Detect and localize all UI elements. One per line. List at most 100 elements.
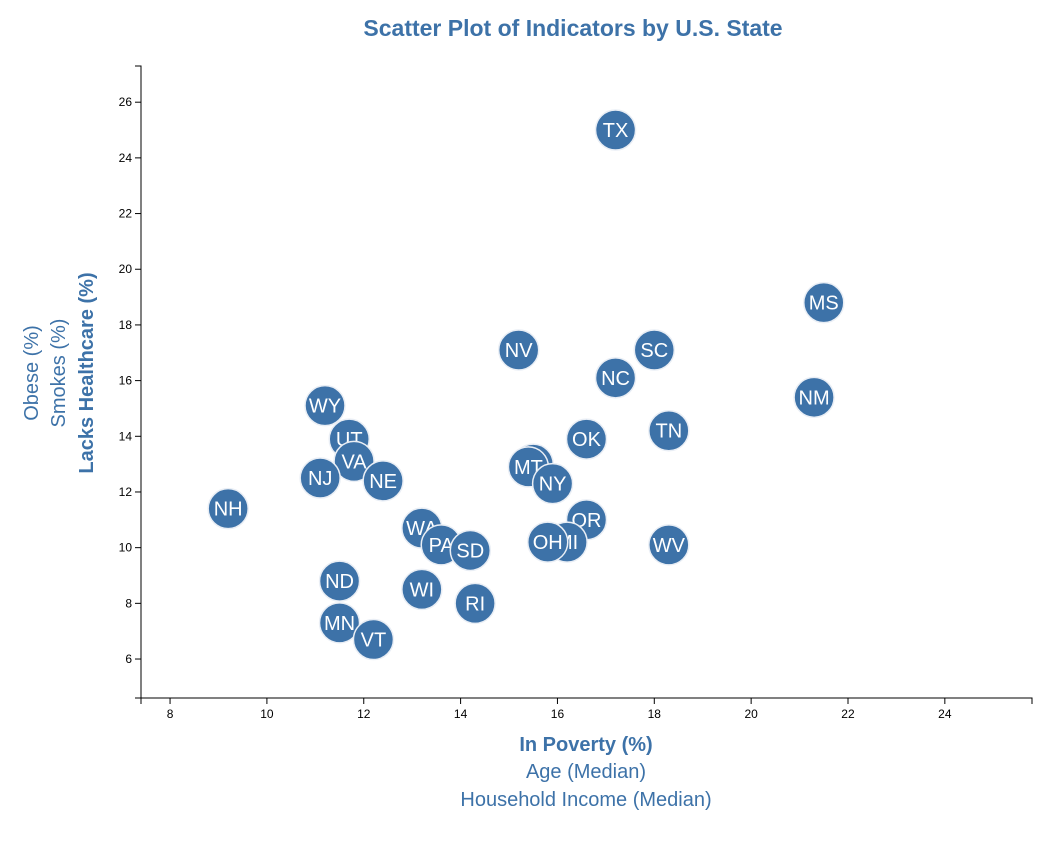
- x-tick-label: 12: [357, 707, 371, 721]
- state-marker-ri[interactable]: RI: [454, 582, 496, 625]
- state-abbr-label: NV: [505, 340, 533, 362]
- state-abbr-label: SC: [640, 340, 668, 362]
- x-axis-label-option[interactable]: Household Income (Median): [460, 789, 711, 811]
- state-marker-ok[interactable]: OK: [565, 418, 608, 460]
- state-abbr-label: MN: [324, 613, 355, 635]
- state-circle[interactable]: [565, 418, 608, 460]
- state-marker-va[interactable]: VA: [333, 440, 375, 483]
- state-abbr-label: OK: [572, 429, 602, 451]
- state-abbr-label: NH: [214, 499, 243, 521]
- y-axis-line: [135, 65, 142, 699]
- state-marker-nd[interactable]: ND: [318, 560, 361, 602]
- state-marker-nm[interactable]: NM: [793, 376, 835, 419]
- state-circle[interactable]: [594, 109, 637, 151]
- state-circle[interactable]: [362, 460, 404, 502]
- state-circle[interactable]: [352, 618, 395, 661]
- chart-title: Scatter Plot of Indicators by U.S. State: [363, 15, 782, 41]
- y-tick-label: 26: [119, 95, 133, 109]
- state-marker-nc[interactable]: NC: [594, 357, 637, 399]
- state-circle[interactable]: [318, 602, 361, 644]
- y-axis-label-option[interactable]: Lacks Healthcare (%): [76, 272, 98, 473]
- y-axis: 6 8 10 12 14 16 18 20 22 24 26: [119, 65, 142, 699]
- state-marker-nv[interactable]: NV: [497, 329, 540, 371]
- state-circle[interactable]: [594, 357, 637, 399]
- state-abbr-label: WI: [410, 579, 434, 601]
- state-circle[interactable]: [527, 521, 569, 563]
- state-circle[interactable]: [304, 384, 346, 427]
- y-tick-label: 20: [119, 262, 133, 276]
- state-circle[interactable]: [299, 457, 341, 499]
- y-tick-label: 18: [119, 318, 133, 332]
- state-abbr-label: SD: [456, 540, 484, 562]
- data-points: TXMSNVSCNCNMWYTNUTOKVAIDMTNJNENYNHORWAPA…: [207, 109, 845, 661]
- x-tick-label: 22: [841, 707, 855, 721]
- state-abbr-label: NY: [539, 474, 567, 496]
- state-circle[interactable]: [333, 440, 375, 483]
- state-marker-mn[interactable]: MN: [318, 602, 361, 644]
- state-circle[interactable]: [793, 376, 835, 419]
- state-abbr-label: ND: [325, 571, 354, 593]
- x-axis: 8 10 12 14 16 18 20 22 24: [140, 697, 1033, 721]
- state-marker-nh[interactable]: NH: [207, 487, 249, 530]
- state-marker-tx[interactable]: TX: [594, 109, 637, 151]
- y-tick-label: 24: [119, 151, 133, 165]
- state-circle[interactable]: [803, 281, 845, 324]
- state-abbr-label: VT: [361, 630, 387, 652]
- state-marker-sd[interactable]: SD: [449, 529, 492, 572]
- y-axis-labels: Lacks Healthcare (%) Smokes (%)Obese (%): [21, 272, 98, 473]
- x-axis-label-option[interactable]: Age (Median): [526, 761, 646, 783]
- state-abbr-label: MS: [809, 293, 839, 315]
- state-marker-oh[interactable]: OH: [527, 521, 569, 563]
- state-abbr-label: OH: [533, 532, 563, 554]
- state-circle[interactable]: [648, 409, 690, 452]
- state-circle[interactable]: [318, 560, 361, 602]
- x-tick-label: 24: [938, 707, 952, 721]
- state-marker-ms[interactable]: MS: [803, 281, 845, 324]
- state-abbr-label: NJ: [308, 468, 332, 490]
- x-axis-labels: In Poverty (%) Age (Median) Household Inco…: [460, 734, 711, 811]
- y-tick-label: 12: [119, 485, 133, 499]
- state-marker-wy[interactable]: WY: [304, 384, 346, 427]
- state-circle[interactable]: [531, 462, 574, 505]
- state-abbr-label: NM: [799, 387, 830, 409]
- y-tick-label: 6: [125, 652, 132, 666]
- state-marker-wv[interactable]: WV: [648, 524, 690, 566]
- state-abbr-label: WY: [309, 396, 341, 418]
- state-circle[interactable]: [633, 329, 676, 371]
- y-axis-label-option[interactable]: Obese (%): [21, 325, 43, 421]
- state-marker-wi[interactable]: WI: [401, 568, 443, 611]
- x-tick-label: 20: [744, 707, 758, 721]
- y-axis-label-option[interactable]: Smokes (%): [48, 319, 70, 428]
- state-abbr-label: NC: [601, 368, 630, 390]
- x-tick-label: 8: [167, 707, 174, 721]
- state-circle[interactable]: [207, 487, 249, 530]
- state-marker-vt[interactable]: VT: [352, 618, 395, 661]
- y-tick-label: 14: [119, 429, 133, 443]
- state-circle[interactable]: [401, 568, 443, 611]
- y-tick-label: 8: [125, 596, 132, 610]
- x-tick-label: 16: [551, 707, 565, 721]
- state-abbr-label: PA: [429, 535, 455, 557]
- state-circle[interactable]: [497, 329, 540, 371]
- state-abbr-label: RI: [465, 593, 485, 615]
- state-circle[interactable]: [648, 524, 690, 566]
- y-tick-label: 22: [119, 207, 133, 221]
- x-axis-line: [140, 697, 1033, 704]
- state-abbr-label: VA: [341, 451, 367, 473]
- state-circle[interactable]: [454, 582, 496, 625]
- state-marker-ne[interactable]: NE: [362, 460, 404, 502]
- y-tick-label: 16: [119, 374, 133, 388]
- x-tick-label: 18: [648, 707, 662, 721]
- state-marker-tn[interactable]: TN: [648, 409, 690, 452]
- state-marker-sc[interactable]: SC: [633, 329, 676, 371]
- x-tick-label: 10: [260, 707, 274, 721]
- x-tick-label: 14: [454, 707, 468, 721]
- y-tick-label: 10: [119, 541, 133, 555]
- state-marker-ny[interactable]: NY: [531, 462, 574, 505]
- state-abbr-label: TN: [655, 421, 682, 443]
- x-axis-label-option[interactable]: In Poverty (%): [519, 734, 652, 756]
- state-marker-nj[interactable]: NJ: [299, 457, 341, 499]
- state-circle[interactable]: [449, 529, 492, 572]
